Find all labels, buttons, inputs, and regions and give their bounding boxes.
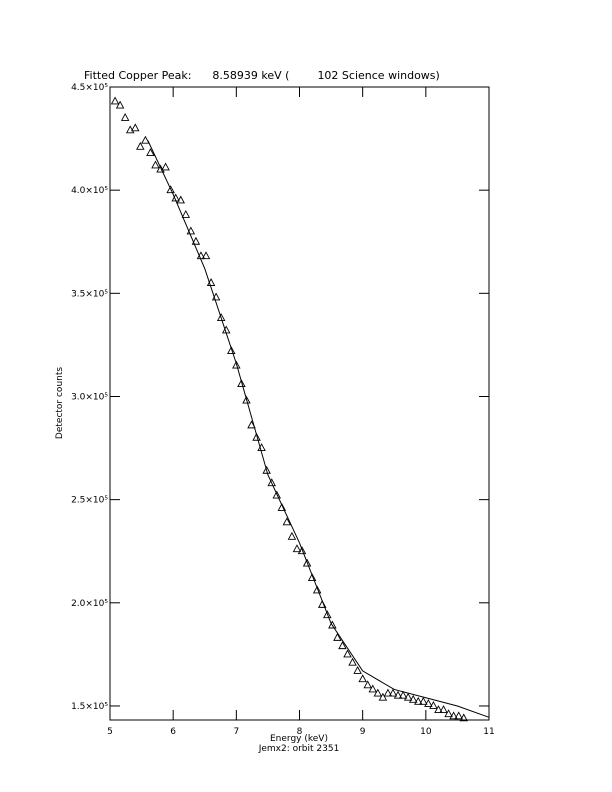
data-point <box>115 100 125 109</box>
data-point <box>307 573 317 581</box>
data-point <box>242 395 251 404</box>
data-point <box>413 696 423 705</box>
data-point <box>120 112 130 121</box>
y-tick-label: 2.5×10⁵ <box>71 496 108 506</box>
data-point <box>434 705 443 714</box>
data-point <box>297 546 307 555</box>
data-point <box>252 432 261 441</box>
fit-line <box>147 140 490 718</box>
x-tick-label: 6 <box>170 727 176 737</box>
data-point <box>302 558 312 567</box>
data-point <box>378 692 388 701</box>
data-point <box>201 251 211 260</box>
data-point <box>262 465 271 474</box>
data-point <box>272 490 282 499</box>
data-point <box>333 632 342 641</box>
data-point <box>232 360 241 369</box>
data-point <box>383 688 393 697</box>
data-point <box>191 236 201 245</box>
data-point <box>429 701 438 709</box>
data-point <box>131 123 140 132</box>
data-point <box>439 705 448 714</box>
data-point <box>216 313 226 322</box>
chart-title: Fitted Copper Peak: 8.58939 keV ( 102 Sc… <box>84 69 440 82</box>
data-point <box>237 379 246 388</box>
data-point <box>454 711 463 720</box>
x-tick-label: 5 <box>107 727 113 737</box>
data-point <box>348 657 357 666</box>
data-point <box>373 688 383 697</box>
data-point <box>161 162 170 171</box>
data-point <box>110 96 120 105</box>
subtitle: Jemx2: orbit 2351 <box>258 744 340 754</box>
y-tick-label: 4.0×10⁵ <box>71 186 108 196</box>
data-point <box>151 160 160 169</box>
data-point <box>136 141 145 150</box>
data-point <box>338 641 347 650</box>
data-point <box>146 148 155 156</box>
y-tick-label: 2.0×10⁵ <box>71 599 108 609</box>
data-point <box>312 585 322 594</box>
y-tick-label: 3.5×10⁵ <box>71 289 108 299</box>
data-point <box>398 690 408 699</box>
y-tick-label: 4.5×10⁵ <box>71 83 108 93</box>
y-axis-label: Detector counts <box>55 367 65 439</box>
data-point <box>227 346 236 355</box>
x-axis-label: Energy (keV) <box>270 734 328 744</box>
data-point <box>363 680 372 689</box>
data-point <box>287 531 297 540</box>
data-point <box>459 713 468 722</box>
data-point <box>141 135 150 144</box>
data-point <box>176 195 186 204</box>
data-point <box>343 649 352 658</box>
x-tick-label: 8 <box>297 727 303 737</box>
data-point <box>408 694 418 703</box>
data-point <box>419 696 428 705</box>
data-point <box>424 698 433 707</box>
data-point <box>277 502 287 511</box>
x-tick-label: 10 <box>420 727 432 737</box>
data-point <box>393 690 403 699</box>
data-point <box>353 665 362 674</box>
y-tick-label: 1.5×10⁵ <box>71 702 108 712</box>
x-tick-label: 7 <box>233 727 239 737</box>
x-tick-label: 9 <box>360 727 366 737</box>
data-point <box>444 709 453 718</box>
x-tick-label: 11 <box>483 727 494 737</box>
data-point <box>267 478 276 487</box>
data-point <box>368 684 378 693</box>
data-point <box>292 544 302 553</box>
data-point <box>323 610 332 619</box>
data-point <box>403 692 413 701</box>
y-tick-label: 3.0×10⁵ <box>71 392 108 402</box>
data-point <box>388 688 398 697</box>
data-point <box>282 517 292 526</box>
data-point <box>181 209 191 218</box>
data-point <box>358 674 367 683</box>
data-point <box>449 711 458 720</box>
data-point <box>166 185 175 194</box>
data-point <box>328 620 337 629</box>
